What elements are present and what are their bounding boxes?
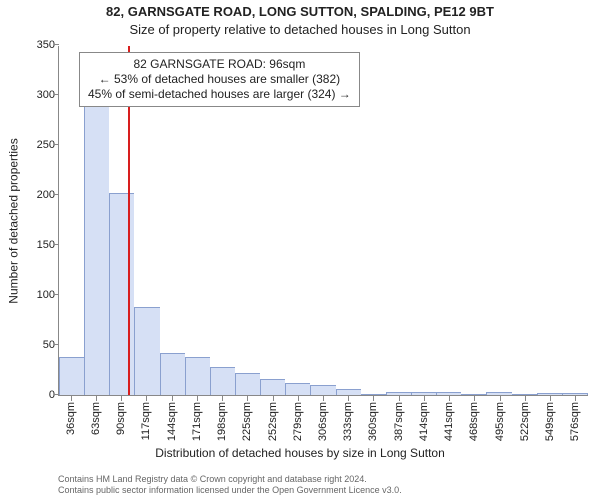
histogram-bar [336,389,361,395]
attribution-text: Contains HM Land Registry data © Crown c… [58,474,588,496]
chart-title-line1: 82, GARNSGATE ROAD, LONG SUTTON, SPALDIN… [0,4,600,19]
annotation-line2: ← 53% of detached houses are smaller (38… [88,72,351,87]
x-axis-ticks: 36sqm 63sqm 90sqm 117sqm 144sqm 171sqm 198sqm 2… [58,396,588,446]
histogram-bar [210,367,235,395]
x-tick-label: 387sqm [393,402,405,441]
chart-plot-area: 82 GARNSGATE ROAD: 96sqm ← 53% of detach… [58,46,588,396]
x-tick-label: 198sqm [216,402,228,441]
y-tick-label: 350 [21,39,59,51]
x-tick-label: 441sqm [443,402,455,441]
y-tick-label: 150 [21,239,59,251]
histogram-bar [185,357,210,395]
x-tick-label: 414sqm [418,402,430,441]
x-tick-label: 117sqm [140,402,152,440]
x-tick-label: 468sqm [468,402,480,441]
x-tick-label: 171sqm [191,402,203,441]
histogram-bar [310,385,335,395]
histogram-bar [59,357,84,395]
x-axis-label: Distribution of detached houses by size … [0,446,600,460]
x-tick-label: 495sqm [494,402,506,441]
histogram-bar [235,373,260,395]
histogram-bar [562,393,588,395]
x-tick-label: 306sqm [317,402,329,441]
histogram-bar [486,392,511,395]
x-tick-label: 252sqm [267,402,279,441]
histogram-bar [109,193,134,395]
y-tick-label: 100 [21,289,59,301]
y-tick-label: 0 [21,389,59,401]
histogram-bar [436,392,461,395]
x-tick-label: 90sqm [115,402,127,435]
y-tick-label: 50 [21,339,59,351]
annotation-line3: 45% of semi-detached houses are larger (… [88,87,351,102]
histogram-bar [84,105,109,395]
histogram-bar [537,393,562,395]
y-tick-label: 200 [21,189,59,201]
histogram-bar [461,394,486,395]
x-tick-label: 333sqm [342,402,354,441]
x-tick-label: 144sqm [166,402,178,441]
x-tick-label: 279sqm [292,402,304,441]
y-axis-label: Number of detached properties [6,46,22,396]
histogram-bar [411,392,436,395]
histogram-bar [285,383,310,395]
histogram-bar [160,353,185,395]
property-annotation-box: 82 GARNSGATE ROAD: 96sqm ← 53% of detach… [79,52,360,107]
annotation-line1: 82 GARNSGATE ROAD: 96sqm [88,57,351,72]
histogram-bar [512,394,537,395]
x-tick-label: 225sqm [241,402,253,441]
histogram-bar [134,307,159,395]
y-tick-label: 250 [21,139,59,151]
histogram-bar [260,379,285,395]
x-tick-label: 549sqm [544,402,556,441]
y-tick-label: 300 [21,89,59,101]
x-tick-label: 576sqm [569,402,581,441]
histogram-bar [386,392,411,395]
histogram-bar [361,394,386,395]
chart-title-line2: Size of property relative to detached ho… [0,22,600,37]
x-tick-label: 360sqm [367,402,379,441]
x-tick-label: 522sqm [519,402,531,441]
x-tick-label: 36sqm [65,402,77,435]
x-tick-label: 63sqm [90,402,102,435]
